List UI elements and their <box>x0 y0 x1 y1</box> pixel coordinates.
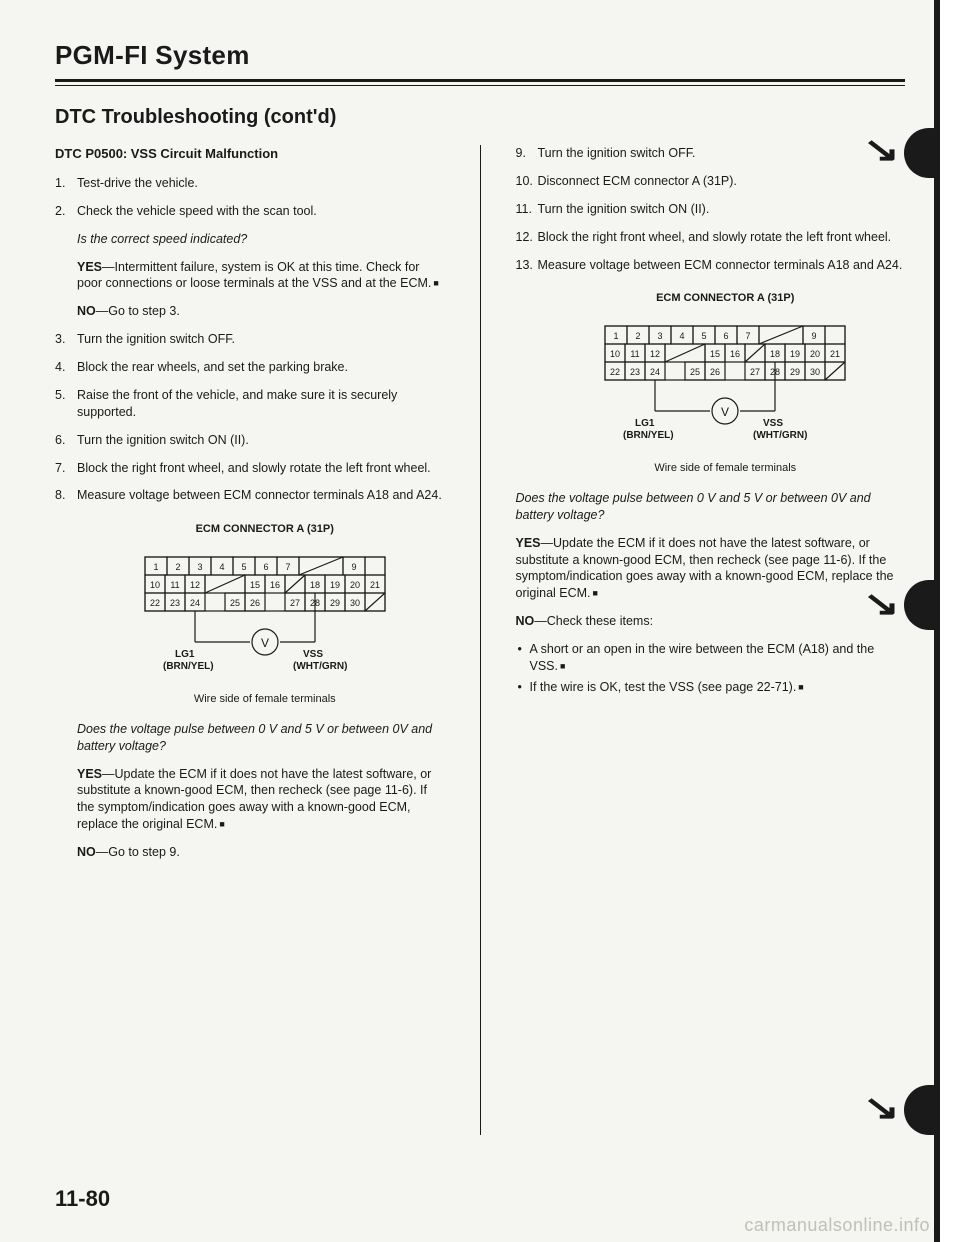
dtc-desc: VSS Circuit Malfunction <box>131 146 278 161</box>
svg-text:(WHT/GRN): (WHT/GRN) <box>753 430 807 441</box>
svg-text:4: 4 <box>219 562 224 572</box>
svg-text:VSS: VSS <box>763 418 783 429</box>
svg-text:5: 5 <box>702 331 707 341</box>
svg-text:LG1: LG1 <box>175 649 195 660</box>
svg-text:3: 3 <box>658 331 663 341</box>
svg-text:3: 3 <box>197 562 202 572</box>
question: Does the voltage pulse between 0 V and 5… <box>77 721 445 755</box>
svg-text:19: 19 <box>330 580 340 590</box>
svg-text:4: 4 <box>680 331 685 341</box>
svg-text:2: 2 <box>175 562 180 572</box>
question: Is the correct speed indicated? <box>77 231 445 248</box>
svg-text:21: 21 <box>370 580 380 590</box>
step: 13.Measure voltage between ECM connector… <box>516 257 906 274</box>
svg-text:LG1: LG1 <box>635 418 655 429</box>
connector-diagram: ECM CONNECTOR A (31P) 1 2 3 4 5 6 7 <box>546 291 906 476</box>
svg-text:18: 18 <box>310 580 320 590</box>
svg-text:29: 29 <box>330 598 340 608</box>
svg-text:30: 30 <box>350 598 360 608</box>
step: 11.Turn the ignition switch ON (II). <box>516 201 906 218</box>
svg-text:7: 7 <box>746 331 751 341</box>
step: 6.Turn the ignition switch ON (II). <box>55 432 445 449</box>
system-title: PGM-FI System <box>55 40 905 71</box>
svg-text:22: 22 <box>610 367 620 377</box>
svg-text:2: 2 <box>636 331 641 341</box>
arrow-icon: ↘ <box>862 1088 899 1128</box>
svg-text:19: 19 <box>790 349 800 359</box>
svg-text:27: 27 <box>290 598 300 608</box>
svg-text:24: 24 <box>650 367 660 377</box>
svg-text:18: 18 <box>770 349 780 359</box>
svg-text:V: V <box>721 405 729 419</box>
step: 3.Turn the ignition switch OFF. <box>55 331 445 348</box>
svg-text:7: 7 <box>285 562 290 572</box>
step: 1.Test-drive the vehicle. <box>55 175 445 192</box>
svg-text:11: 11 <box>170 580 179 590</box>
svg-text:16: 16 <box>270 580 280 590</box>
svg-text:26: 26 <box>710 367 720 377</box>
svg-text:16: 16 <box>730 349 740 359</box>
svg-text:9: 9 <box>351 562 356 572</box>
svg-text:(BRN/YEL): (BRN/YEL) <box>623 430 674 441</box>
arrow-icon: ↘ <box>862 584 899 624</box>
svg-text:24: 24 <box>190 598 200 608</box>
svg-text:V: V <box>261 636 269 650</box>
svg-text:20: 20 <box>810 349 820 359</box>
connector-svg: 1 2 3 4 5 6 7 9 10 11 12 <box>585 316 865 446</box>
step: 5.Raise the front of the vehicle, and ma… <box>55 387 445 421</box>
svg-text:21: 21 <box>830 349 840 359</box>
step: 7.Block the right front wheel, and slowl… <box>55 460 445 477</box>
svg-text:23: 23 <box>630 367 640 377</box>
svg-text:9: 9 <box>812 331 817 341</box>
connector-diagram: ECM CONNECTOR A (31P) 1 2 3 4 5 6 7 <box>85 522 445 707</box>
svg-text:30: 30 <box>810 367 820 377</box>
step: 4.Block the rear wheels, and set the par… <box>55 359 445 376</box>
svg-text:12: 12 <box>650 349 660 359</box>
svg-text:VSS: VSS <box>303 649 323 660</box>
svg-text:15: 15 <box>710 349 720 359</box>
svg-text:6: 6 <box>724 331 729 341</box>
step: 10.Disconnect ECM connector A (31P). <box>516 173 906 190</box>
svg-text:22: 22 <box>150 598 160 608</box>
svg-text:29: 29 <box>790 367 800 377</box>
svg-text:(WHT/GRN): (WHT/GRN) <box>293 661 347 672</box>
svg-text:6: 6 <box>263 562 268 572</box>
left-column: DTC P0500: VSS Circuit Malfunction 1.Tes… <box>55 145 445 1135</box>
svg-text:15: 15 <box>250 580 260 590</box>
svg-text:(BRN/YEL): (BRN/YEL) <box>163 661 214 672</box>
svg-text:26: 26 <box>250 598 260 608</box>
step: 12.Block the right front wheel, and slow… <box>516 229 906 246</box>
step: 8.Measure voltage between ECM connector … <box>55 487 445 504</box>
svg-text:10: 10 <box>150 580 160 590</box>
right-column: 9.Turn the ignition switch OFF. 10.Disco… <box>516 145 906 1135</box>
check-items: A short or an open in the wire between t… <box>516 641 906 696</box>
svg-text:12: 12 <box>190 580 200 590</box>
page-number: 11-80 <box>55 1186 110 1212</box>
question: Does the voltage pulse between 0 V and 5… <box>516 490 906 524</box>
dtc-code: DTC P0500: <box>55 146 127 161</box>
svg-text:5: 5 <box>241 562 246 572</box>
svg-text:25: 25 <box>230 598 240 608</box>
svg-text:23: 23 <box>170 598 180 608</box>
svg-text:1: 1 <box>614 331 619 341</box>
svg-text:1: 1 <box>153 562 158 572</box>
svg-text:25: 25 <box>690 367 700 377</box>
section-title: DTC Troubleshooting (cont'd) <box>55 106 905 129</box>
step: 2.Check the vehicle speed with the scan … <box>55 203 445 220</box>
svg-text:27: 27 <box>750 367 760 377</box>
watermark: carmanualsonline.info <box>744 1215 930 1236</box>
connector-svg: 1 2 3 4 5 6 7 9 10 11 <box>125 547 405 677</box>
step: 9.Turn the ignition switch OFF. <box>516 145 906 162</box>
svg-text:11: 11 <box>631 349 640 359</box>
svg-text:20: 20 <box>350 580 360 590</box>
svg-text:10: 10 <box>610 349 620 359</box>
